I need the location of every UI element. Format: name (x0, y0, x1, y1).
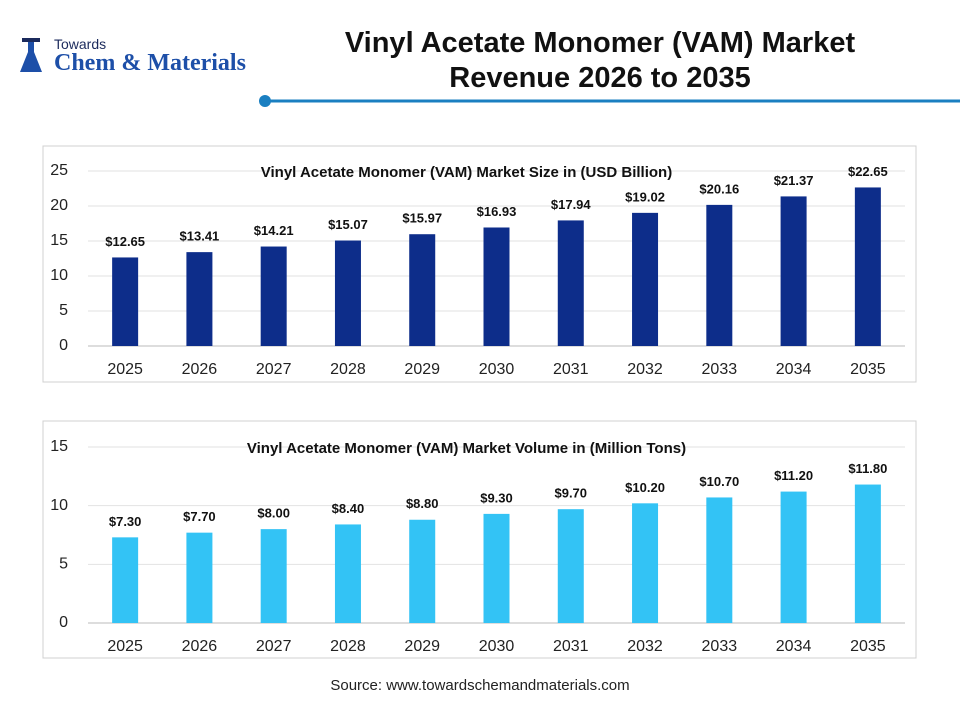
x-tick-label: 2032 (627, 638, 663, 655)
bar (780, 196, 807, 346)
x-tick-label: 2028 (330, 361, 366, 378)
y-tick-label: 0 (59, 614, 68, 631)
bar (186, 252, 213, 346)
x-tick-label: 2031 (553, 638, 589, 655)
x-tick-label: 2028 (330, 638, 366, 655)
x-tick-label: 2030 (479, 638, 515, 655)
logo-text: Towards (54, 36, 107, 52)
header-dot (259, 95, 271, 107)
bar (112, 257, 139, 346)
chart-title: Vinyl Acetate Monomer (VAM) Market Size … (261, 164, 672, 181)
value-label: $9.70 (554, 486, 587, 501)
chart-frame (42, 145, 917, 383)
bar (483, 227, 510, 346)
bar (780, 491, 807, 623)
x-tick-label: 2035 (850, 361, 886, 378)
x-tick-label: 2032 (627, 361, 663, 378)
value-label: $15.97 (402, 211, 442, 226)
value-label: $14.21 (254, 223, 294, 238)
bar (409, 519, 436, 623)
y-tick-label: 20 (50, 197, 68, 214)
x-tick-label: 2026 (182, 361, 218, 378)
bar (557, 220, 584, 346)
value-label: $16.93 (477, 204, 517, 219)
bar (260, 246, 287, 346)
bar (409, 234, 436, 346)
x-tick-label: 2026 (182, 638, 218, 655)
x-tick-label: 2025 (107, 361, 143, 378)
bar (706, 204, 733, 346)
x-tick-label: 2035 (850, 638, 886, 655)
value-label: $17.94 (551, 197, 592, 212)
y-tick-label: 10 (50, 497, 68, 514)
value-label: $7.70 (183, 509, 216, 524)
value-label: $11.80 (848, 461, 887, 476)
logo-icon (20, 42, 42, 72)
x-tick-label: 2033 (702, 638, 738, 655)
bar (186, 532, 213, 623)
y-tick-label: 25 (50, 162, 68, 179)
value-label: $20.16 (699, 181, 739, 196)
bar (260, 529, 287, 623)
bar (112, 537, 139, 623)
value-label: $9.30 (480, 490, 513, 505)
page-title: Vinyl Acetate Monomer (VAM) Market Reven… (344, 27, 856, 94)
bar (483, 513, 510, 623)
value-label: $10.70 (699, 474, 739, 489)
bar (854, 484, 881, 623)
x-tick-label: 2030 (479, 361, 515, 378)
bar (706, 497, 733, 623)
x-tick-label: 2031 (553, 361, 589, 378)
logo-icon (22, 38, 40, 42)
bar (632, 212, 659, 346)
source: Source: www.towardschemandmaterials.com (330, 677, 630, 694)
y-tick-label: 15 (50, 232, 68, 249)
logo-text: Chem & Materials (54, 50, 246, 76)
value-label: $11.20 (774, 468, 813, 483)
bar (854, 187, 881, 346)
x-tick-label: 2029 (404, 361, 440, 378)
x-tick-label: 2027 (256, 638, 292, 655)
bar (632, 503, 659, 623)
bar (557, 509, 584, 623)
value-label: $8.80 (406, 496, 439, 511)
x-tick-label: 2034 (776, 638, 812, 655)
bar (334, 524, 361, 623)
value-label: $12.65 (105, 234, 145, 249)
x-tick-label: 2029 (404, 638, 440, 655)
value-label: $21.37 (774, 173, 814, 188)
y-tick-label: 15 (50, 438, 68, 455)
y-tick-label: 5 (59, 302, 68, 319)
value-label: $19.02 (625, 189, 665, 204)
x-tick-label: 2033 (702, 361, 738, 378)
value-label: $15.07 (328, 217, 368, 232)
value-label: $7.30 (109, 514, 142, 529)
y-tick-label: 0 (59, 337, 68, 354)
x-tick-label: 2034 (776, 361, 812, 378)
chart-title: Vinyl Acetate Monomer (VAM) Market Volum… (247, 440, 686, 457)
value-label: $10.20 (625, 480, 665, 495)
value-label: $8.40 (332, 501, 365, 516)
value-label: $22.65 (848, 164, 888, 179)
x-tick-label: 2025 (107, 638, 143, 655)
value-label: $8.00 (257, 506, 290, 521)
bar (334, 240, 361, 346)
y-tick-label: 5 (59, 556, 68, 573)
value-label: $13.41 (180, 229, 220, 244)
chart-frame (42, 420, 917, 659)
y-tick-label: 10 (50, 267, 68, 284)
x-tick-label: 2027 (256, 361, 292, 378)
